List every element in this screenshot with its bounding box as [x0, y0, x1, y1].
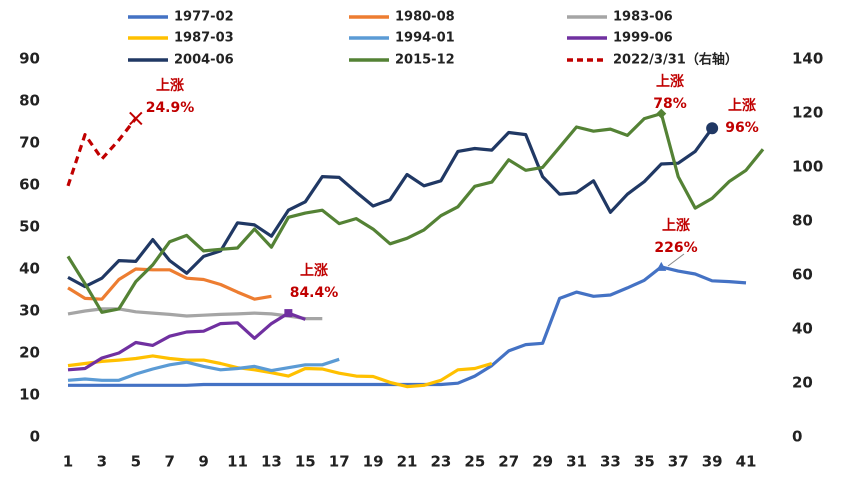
legend-label: 1977-02: [174, 10, 234, 25]
y2-tick-label: 0: [792, 428, 802, 446]
series-line: [67, 354, 493, 389]
x-tick-label: 27: [498, 453, 519, 471]
x-tick-label: 3: [97, 453, 107, 471]
series-line: [67, 311, 306, 372]
x-tick-label: 31: [566, 453, 587, 471]
y-tick-label: 20: [19, 344, 40, 362]
legend-label: 1987-03: [174, 31, 234, 46]
x-tick-label: 19: [363, 453, 384, 471]
end-marker: [656, 261, 667, 271]
x-tick-label: 41: [736, 453, 757, 471]
series-line: [66, 117, 138, 187]
x-tick-label: 29: [532, 453, 553, 471]
x-tick-label: 15: [295, 453, 316, 471]
x-tick-label: 33: [600, 453, 621, 471]
series-line: [67, 127, 714, 289]
x-tick-label: 37: [668, 453, 689, 471]
x-tick-label: 35: [634, 453, 655, 471]
series-line: [68, 265, 747, 387]
annotation: 上涨: [656, 74, 684, 90]
legend-label: 1983-06: [613, 10, 673, 25]
annotation: 226%: [654, 240, 697, 256]
end-marker: [656, 108, 667, 119]
y2-tick-label: 40: [792, 320, 813, 338]
annotation: 上涨: [156, 78, 184, 94]
annotation: 上涨: [728, 98, 756, 114]
y-tick-label: 60: [19, 176, 40, 194]
x-tick-label: 25: [464, 453, 485, 471]
annotation: 78%: [653, 96, 687, 112]
x-tick-label: 5: [131, 453, 141, 471]
y2-tick-label: 80: [792, 212, 813, 230]
y-tick-label: 0: [30, 428, 40, 446]
legend-label: 2015-12: [395, 53, 455, 68]
series-line: [67, 357, 340, 382]
x-tick-label: 1: [63, 453, 73, 471]
y2-tick-label: 60: [792, 266, 813, 284]
y-tick-label: 10: [19, 386, 40, 404]
y2-tick-label: 20: [792, 374, 813, 392]
legend-label: 1980-08: [395, 10, 455, 25]
x-tick-label: 9: [198, 453, 208, 471]
annotation: 上涨: [662, 218, 690, 234]
annotation: 上涨: [300, 263, 328, 279]
legend-label: 1999-06: [613, 31, 673, 46]
series-line: [67, 307, 323, 321]
y-tick-label: 90: [19, 50, 40, 68]
x-tick-label: 21: [397, 453, 418, 471]
y-tick-label: 50: [19, 218, 40, 236]
y-tick-label: 70: [19, 134, 40, 152]
x-tick-label: 39: [702, 453, 723, 471]
x-tick-label: 23: [430, 453, 451, 471]
x-tick-label: 17: [329, 453, 350, 471]
end-marker: [284, 309, 293, 318]
legend-label: 2004-06: [174, 53, 234, 68]
annotation: 96%: [725, 120, 759, 136]
y2-tick-label: 140: [792, 50, 823, 68]
series-line: [67, 267, 272, 301]
annotation: 84.4%: [290, 285, 339, 301]
x-tick-label: 11: [227, 453, 248, 471]
legend-label: 2022/3/31（右轴）: [613, 52, 738, 68]
y-tick-label: 80: [19, 92, 40, 110]
x-tick-label: 13: [261, 453, 282, 471]
series-line: [66, 112, 765, 314]
y2-tick-label: 120: [792, 104, 823, 122]
end-marker: [706, 122, 719, 135]
y-tick-label: 30: [19, 302, 40, 320]
annotation: 24.9%: [146, 100, 195, 116]
x-tick-label: 7: [164, 453, 174, 471]
y2-tick-label: 100: [792, 158, 823, 176]
legend-label: 1994-01: [395, 31, 455, 46]
end-marker: [129, 111, 143, 126]
annotation-pointer: [667, 253, 685, 267]
y-tick-label: 40: [19, 260, 40, 278]
